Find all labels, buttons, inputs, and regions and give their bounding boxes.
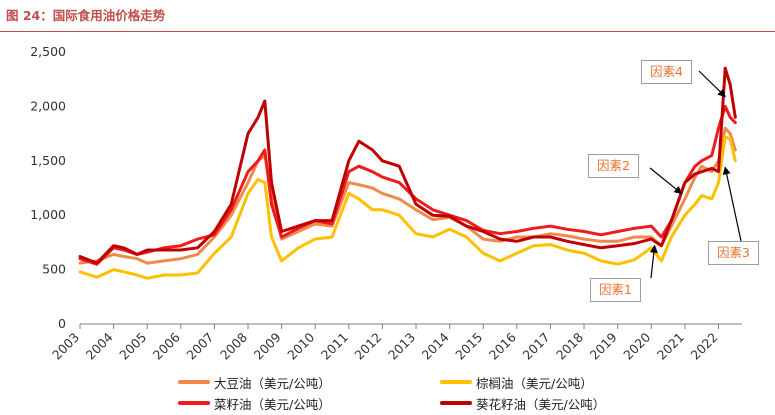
x-tick-label: 2007 <box>183 330 216 363</box>
x-tick-label: 2019 <box>587 329 620 362</box>
series-line-soybean-oil <box>78 126 737 265</box>
annotation-arrows <box>649 70 742 279</box>
legend-swatch-soybean-oil <box>178 380 210 384</box>
title-divider <box>0 31 775 32</box>
x-tick-label: 2016 <box>486 329 519 362</box>
series-line-sunflower-oil <box>78 66 737 265</box>
callout-factor-1: 因素1 <box>590 278 641 302</box>
y-tick-label: 0 <box>58 316 66 331</box>
x-tick-label: 2005 <box>116 330 149 363</box>
figure-title: 图 24：国际食用油价格走势 <box>6 8 166 23</box>
callout-factor-2: 因素2 <box>588 154 639 178</box>
x-tick-label: 2015 <box>452 330 485 363</box>
legend-label-palm-oil: 棕榈油（美元/公吨） <box>476 375 593 391</box>
legend-item-soybean-oil: 大豆油（美元/公吨） <box>178 372 331 392</box>
x-tick-label: 2003 <box>49 330 82 363</box>
annotation-arrow-2 <box>649 167 683 195</box>
legend-item-palm-oil: 棕榈油（美元/公吨） <box>440 372 593 392</box>
legend: 大豆油（美元/公吨） 棕榈油（美元/公吨） 菜籽油（美元/公吨） 葵花籽油（美元… <box>0 372 775 415</box>
y-tick-label: 1,500 <box>30 153 66 168</box>
legend-item-rapeseed-oil: 菜籽油（美元/公吨） <box>178 393 331 413</box>
x-tick-label: 2014 <box>419 329 452 362</box>
x-tick-label: 2013 <box>385 330 418 363</box>
legend-label-soybean-oil: 大豆油（美元/公吨） <box>214 375 331 391</box>
x-tick-label: 2010 <box>284 329 317 362</box>
annotation-arrow-1 <box>649 244 658 279</box>
callout-factor-4: 因素4 <box>641 60 692 84</box>
y-tick-label: 1,000 <box>30 207 66 222</box>
x-tick-label: 2009 <box>251 329 284 362</box>
legend-label-sunflower-oil: 葵花籽油（美元/公吨） <box>476 396 606 412</box>
series-lines <box>78 66 737 280</box>
x-tick-label: 2008 <box>217 329 250 362</box>
x-tick-label: 2004 <box>83 329 116 362</box>
axes: 0 500 1,000 1,500 2,000 2,500 2003 2004 2005 2006… <box>30 44 742 363</box>
legend-label-rapeseed-oil: 菜籽油（美元/公吨） <box>214 396 331 412</box>
annotation-arrow-3 <box>722 166 742 242</box>
y-tick-label: 2,500 <box>30 44 66 59</box>
x-tick-label: 2018 <box>553 329 586 362</box>
x-tick-label: 2017 <box>519 330 552 363</box>
x-tick-label: 2022 <box>687 330 720 363</box>
y-tick-label: 500 <box>42 262 66 277</box>
x-tick-label: 2012 <box>351 330 384 363</box>
legend-swatch-sunflower-oil <box>440 401 472 405</box>
callout-factor-3: 因素3 <box>708 241 759 265</box>
y-tick-label: 2,000 <box>30 98 66 113</box>
x-tick-label: 2021 <box>654 330 687 363</box>
legend-swatch-palm-oil <box>440 380 472 384</box>
series-line-palm-oil <box>78 135 737 280</box>
legend-swatch-rapeseed-oil <box>178 401 210 405</box>
annotation-arrow-4 <box>698 70 726 98</box>
x-tick-label: 2011 <box>318 330 351 363</box>
x-tick-label: 2006 <box>150 329 183 362</box>
legend-item-sunflower-oil: 葵花籽油（美元/公吨） <box>440 393 605 413</box>
x-tick-label: 2020 <box>620 329 653 362</box>
